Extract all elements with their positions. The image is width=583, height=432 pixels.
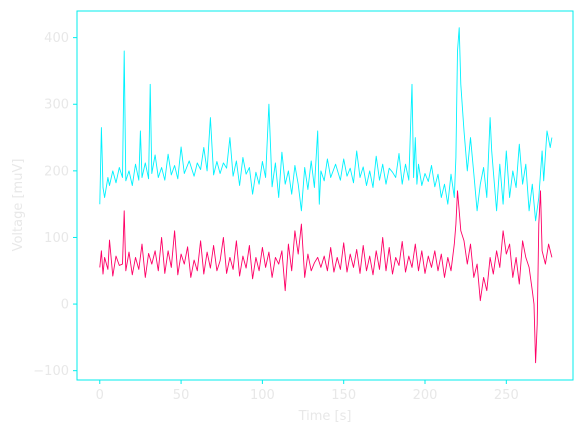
y-tick-label: 0: [61, 298, 69, 313]
y-axis: −100 0 100 200 300 400: [33, 31, 77, 379]
y-axis-label: Voltage [muV]: [11, 159, 26, 252]
series-layer: [99, 27, 553, 364]
y-tick-label: 300: [44, 98, 69, 113]
y-tick-label: 400: [44, 31, 69, 46]
plot-frame: [76, 10, 574, 381]
x-tick-label: 50: [173, 388, 190, 403]
x-tick-label: 200: [413, 388, 438, 403]
x-tick-label: 250: [494, 388, 519, 403]
x-tick-label: 150: [331, 388, 356, 403]
x-tick-label: 0: [96, 388, 104, 403]
x-axis-label: Time [s]: [298, 409, 352, 424]
y-tick-label: 200: [44, 164, 69, 179]
series-line-2: [99, 190, 553, 364]
y-tick-label: 100: [44, 231, 69, 246]
x-tick-label: 100: [250, 388, 275, 403]
series-line-1: [99, 27, 553, 222]
x-axis: 0 50 100 150 200 250: [96, 380, 519, 403]
y-tick-label: −100: [33, 364, 69, 379]
